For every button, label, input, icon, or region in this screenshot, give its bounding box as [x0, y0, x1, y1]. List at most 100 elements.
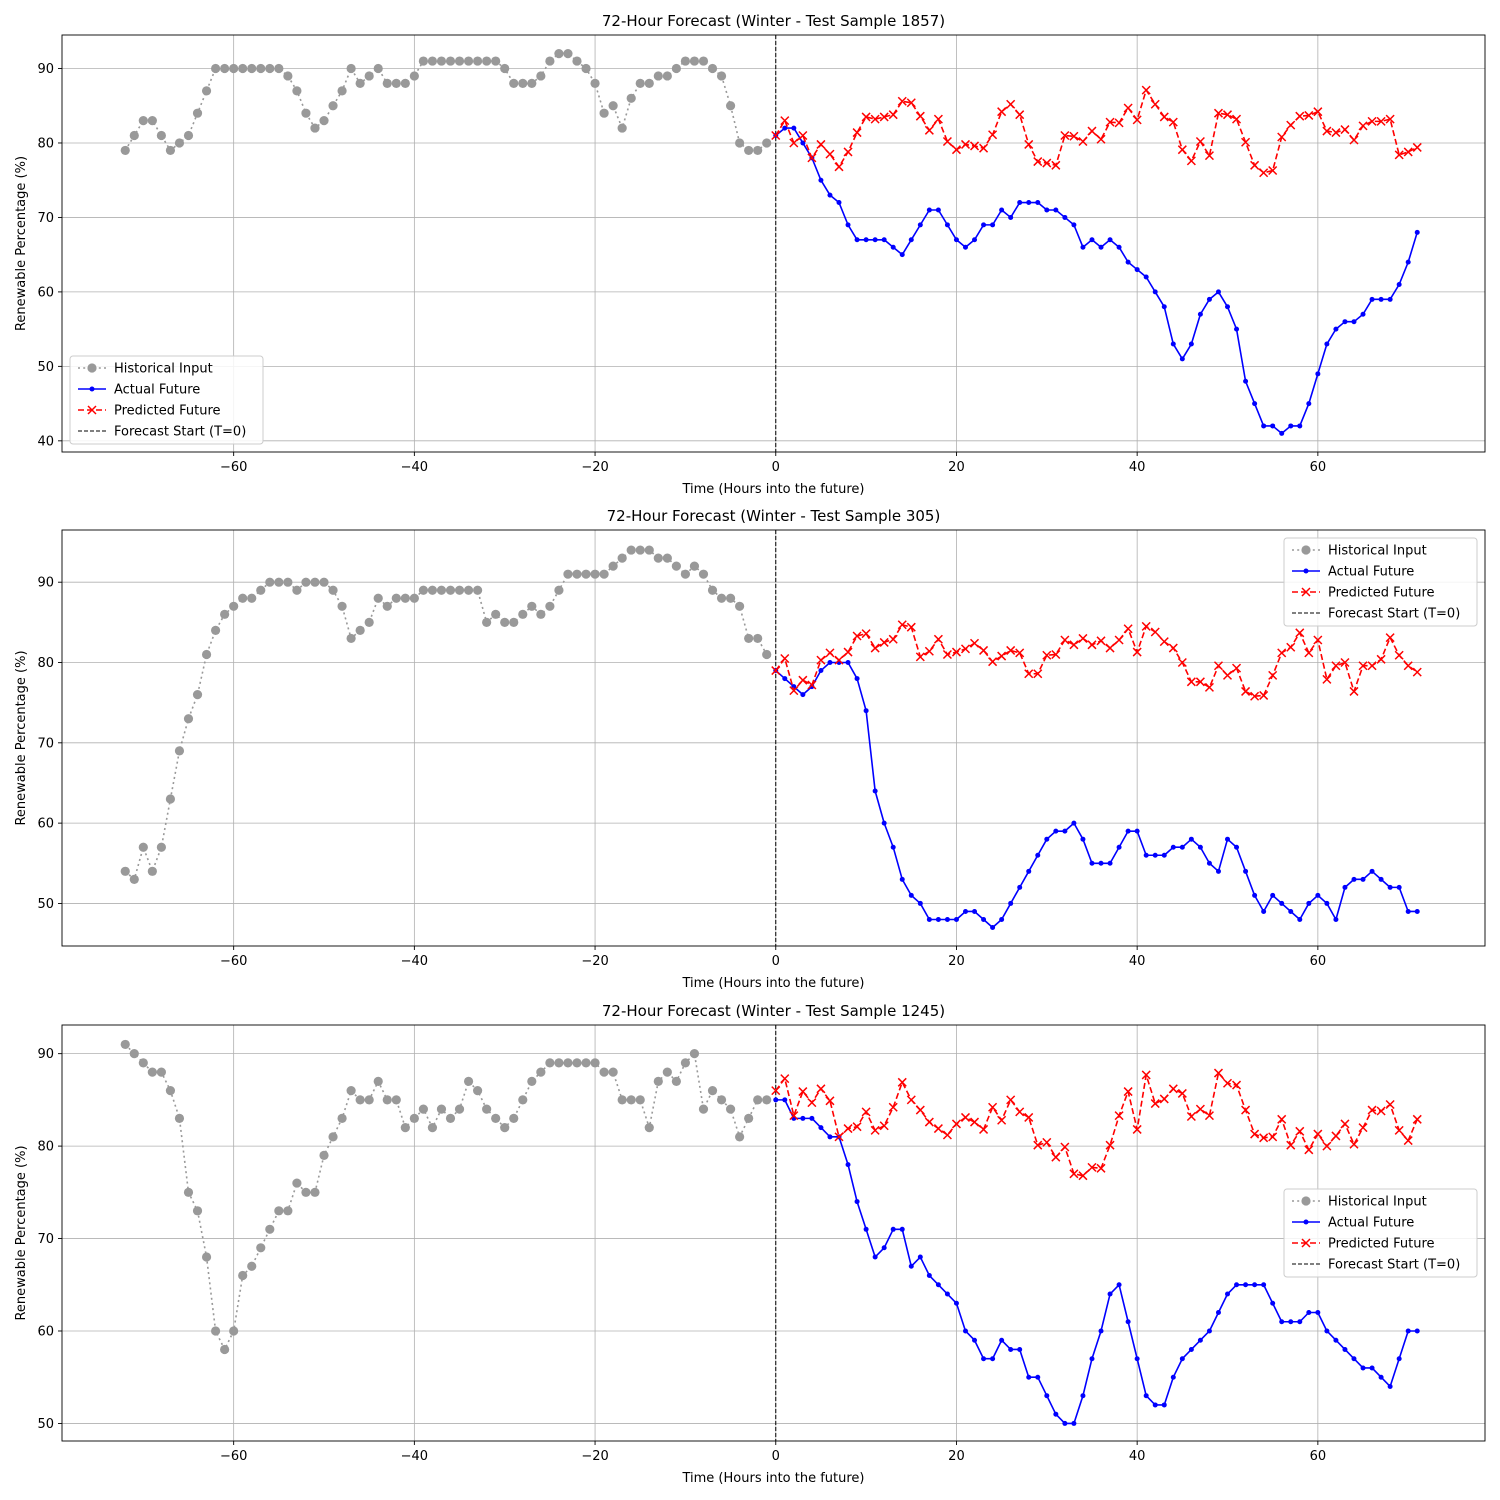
y-tick-label: 80 [37, 656, 54, 671]
data-point [1286, 120, 1296, 130]
data-point [988, 657, 998, 667]
data-point [1170, 1374, 1176, 1380]
legend-item: Actual Future [78, 383, 200, 398]
data-point [997, 1115, 1007, 1125]
data-point [229, 601, 239, 611]
data-point [762, 649, 772, 660]
data-point [1340, 125, 1350, 135]
data-point [662, 1067, 672, 1077]
data-point [744, 633, 754, 644]
data-point [1349, 135, 1359, 145]
data-point [1414, 1328, 1420, 1334]
data-point [1096, 1163, 1106, 1173]
data-point [1306, 1310, 1312, 1316]
data-point [852, 631, 862, 641]
data-point [500, 1123, 510, 1133]
x-tick-label: 20 [948, 954, 965, 969]
data-point [174, 138, 185, 148]
data-point [436, 1104, 447, 1114]
data-point [1132, 647, 1142, 657]
data-point [662, 553, 672, 563]
data-point [1204, 1111, 1214, 1121]
data-point [771, 130, 781, 141]
data-point [753, 633, 763, 644]
y-tick-label: 90 [37, 62, 54, 77]
data-point [454, 1104, 465, 1114]
data-point [979, 143, 989, 153]
data-point [1186, 156, 1196, 166]
data-point [854, 237, 860, 243]
data-point [364, 617, 374, 627]
data-point [1234, 1282, 1240, 1288]
data-point [129, 1049, 139, 1059]
data-point [1225, 304, 1231, 310]
data-point [744, 145, 754, 156]
data-point [473, 1086, 483, 1096]
data-point [1378, 1374, 1384, 1380]
data-point [1412, 1114, 1422, 1124]
y-tick-label: 90 [37, 1047, 54, 1062]
data-point [1376, 116, 1386, 126]
data-point [427, 1123, 438, 1133]
data-point [1017, 884, 1023, 890]
chart-title: 72-Hour Forecast (Winter - Test Sample 3… [607, 507, 941, 525]
data-point [1123, 103, 1133, 113]
data-point [962, 908, 968, 914]
data-point [1387, 296, 1393, 302]
data-point [156, 130, 166, 141]
data-point [888, 634, 898, 644]
data-point [915, 652, 925, 662]
y-tick-label: 60 [37, 817, 54, 832]
data-point [1125, 1319, 1131, 1325]
data-point [337, 601, 347, 611]
data-point [1105, 117, 1115, 127]
series-line [124, 1043, 767, 1351]
data-point [1315, 892, 1321, 898]
data-point [1035, 200, 1041, 206]
data-point [1367, 116, 1377, 126]
data-point [1387, 884, 1393, 890]
data-point [1342, 319, 1348, 325]
data-point [897, 1077, 907, 1087]
data-point [1252, 401, 1258, 407]
data-point [680, 56, 691, 66]
data-point [1096, 636, 1106, 646]
data-point [563, 1058, 573, 1068]
data-point [834, 655, 844, 665]
data-point [482, 1104, 492, 1114]
data-point [1405, 908, 1411, 914]
data-point [1204, 151, 1214, 161]
y-tick-label: 70 [37, 211, 54, 226]
data-point [1297, 1319, 1303, 1325]
data-point [1295, 628, 1305, 638]
x-tick-label: 20 [948, 460, 965, 475]
data-point [120, 145, 130, 156]
data-point [1342, 1346, 1348, 1352]
data-point [1051, 649, 1061, 660]
legend-label: Actual Future [114, 383, 200, 398]
data-point [1098, 1328, 1104, 1334]
data-point [1179, 1356, 1185, 1362]
data-point [906, 98, 916, 108]
data-point [1098, 860, 1104, 866]
data-point [1008, 214, 1014, 220]
data-point [953, 916, 959, 922]
data-point [1213, 1068, 1224, 1078]
data-point [716, 593, 727, 603]
data-point [890, 844, 896, 850]
data-point [990, 1356, 996, 1362]
data-point [1188, 836, 1194, 842]
data-point [1177, 145, 1187, 155]
x-tick-label: 0 [772, 460, 780, 475]
data-point [1378, 296, 1384, 302]
series-actual [773, 660, 1420, 931]
data-point [210, 625, 221, 635]
data-point [972, 908, 978, 914]
data-point [879, 112, 889, 122]
data-point [725, 1104, 736, 1114]
data-point [292, 585, 302, 595]
data-point [1331, 661, 1341, 671]
data-point [942, 1130, 952, 1140]
legend-swatch-marker [1301, 1196, 1311, 1206]
data-point [1195, 677, 1205, 687]
